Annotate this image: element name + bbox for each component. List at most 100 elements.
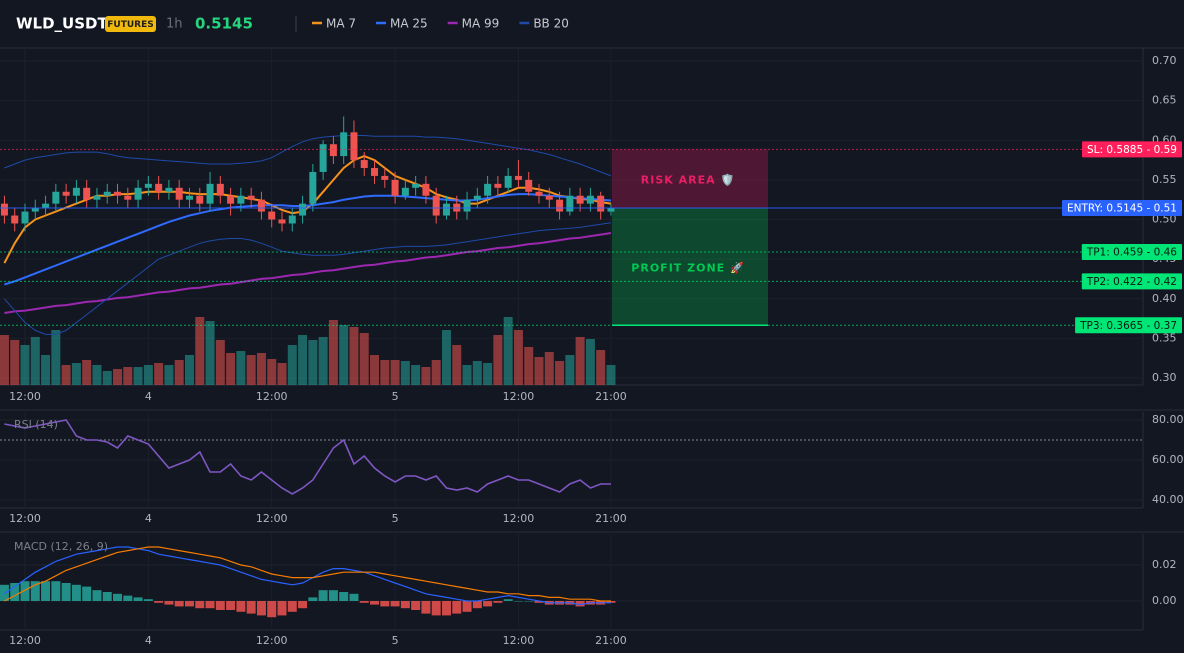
candle-body — [247, 195, 255, 200]
volume-bar — [431, 360, 441, 385]
volume-bar — [246, 355, 256, 385]
candle-body — [329, 144, 337, 157]
level-label: TP2: 0.422 - 0.42 — [1086, 276, 1177, 288]
candle-body — [11, 215, 19, 224]
histogram-bar — [411, 601, 421, 610]
symbol: WLD_USDT — [16, 15, 108, 33]
volume-bar — [184, 355, 194, 385]
candle-body — [463, 199, 471, 212]
level-label-bg — [1081, 273, 1182, 290]
candle-body — [442, 203, 450, 216]
x-tick-label: 5 — [392, 390, 399, 403]
histogram-bar — [205, 601, 215, 609]
volume-bar — [30, 337, 40, 385]
candle-body — [422, 183, 430, 196]
legend-label: MA 99 — [462, 17, 500, 31]
histogram-bar — [575, 601, 585, 607]
volume-bar — [154, 363, 164, 385]
interval: 1h — [166, 17, 183, 32]
volume-bar — [606, 365, 616, 385]
histogram-bar — [102, 592, 112, 601]
x-tick-label: 4 — [145, 512, 152, 525]
histogram-bar — [472, 601, 482, 609]
candle-body — [299, 203, 307, 216]
volume-bar — [308, 340, 318, 385]
y-tick-label: 0.65 — [1152, 94, 1177, 107]
histogram-bar — [349, 593, 359, 601]
level-label-bg — [1082, 141, 1182, 158]
candle-body — [134, 187, 142, 200]
zone-label: RISK AREA 🛡️ — [641, 174, 735, 187]
histogram-bar — [277, 601, 287, 616]
indicator-line — [4, 135, 612, 177]
volume-bar — [195, 317, 205, 385]
histogram-bar — [328, 590, 338, 601]
x-tick-label: 12:00 — [256, 634, 288, 647]
histogram-bar — [20, 581, 30, 601]
histogram-bar — [380, 601, 390, 607]
histogram-bar — [184, 601, 194, 607]
level-label: TP3: 0.3665 - 0.37 — [1079, 320, 1177, 332]
candle-body — [391, 179, 399, 196]
candle-body — [185, 195, 193, 200]
histogram-bar — [390, 601, 400, 607]
candle-body — [288, 215, 296, 224]
candle-body — [268, 211, 276, 220]
x-tick-label: 12:00 — [503, 634, 535, 647]
overlay: MA 7 MA 25 MA 99 BB 20 SL: 0.5885 - 0.59 ENTR… — [312, 17, 1182, 334]
x-tick-label: 12:00 — [9, 390, 41, 403]
badge-bg — [105, 16, 156, 32]
candle-body — [196, 195, 204, 204]
histogram-bar — [246, 601, 256, 614]
histogram-bar — [236, 601, 246, 612]
histogram-bar — [195, 601, 205, 609]
histogram-bar — [71, 584, 81, 601]
histogram-bar — [431, 601, 441, 616]
volume-bar — [596, 350, 606, 385]
volume-bar — [328, 320, 338, 385]
level-label: ENTRY: 0.5145 - 0.51 — [1067, 203, 1177, 215]
candle-body — [257, 199, 265, 212]
level-label-bg — [1061, 200, 1182, 217]
volume-bar — [565, 355, 575, 385]
legend-label: BB 20 — [533, 17, 569, 31]
candle-body — [155, 183, 163, 192]
histogram-bar — [287, 601, 297, 612]
volume-bar — [524, 347, 534, 385]
volume-bar — [452, 345, 462, 385]
x-tick-label: 21:00 — [595, 634, 627, 647]
volume-bar — [133, 367, 143, 385]
x-tick-label: 12:00 — [256, 390, 288, 403]
x-tick-label: 5 — [392, 512, 399, 525]
volume-bar — [10, 340, 20, 385]
x-tick-label: 5 — [392, 634, 399, 647]
volume-bar — [585, 339, 595, 385]
histogram-bar — [318, 590, 328, 601]
histogram-bar — [267, 601, 277, 618]
candle-body — [566, 195, 574, 212]
histogram-bar — [154, 601, 164, 603]
histogram-bar — [61, 583, 71, 601]
candle-body — [278, 219, 286, 224]
volume-bar — [102, 371, 112, 385]
volume-bar — [174, 360, 184, 385]
volume-bar — [71, 363, 81, 385]
candle-body — [52, 191, 60, 204]
candle-body — [103, 191, 111, 196]
x-tick-label: 12:00 — [503, 390, 535, 403]
candle-body — [31, 207, 39, 212]
histogram-bar — [462, 601, 472, 612]
volume-bar — [298, 335, 308, 385]
grid: 0.300.350.400.450.500.550.600.650.7012:0… — [0, 48, 1184, 647]
candle-body — [432, 195, 440, 216]
candle-body — [504, 175, 512, 188]
volume-bar — [380, 360, 390, 385]
histogram-bar — [51, 581, 61, 601]
x-tick-label: 12:00 — [503, 512, 535, 525]
histogram-bar — [339, 592, 349, 601]
candle-body — [514, 175, 522, 180]
zone — [612, 149, 768, 209]
volume-bar — [370, 355, 380, 385]
volume-bar — [205, 321, 215, 385]
